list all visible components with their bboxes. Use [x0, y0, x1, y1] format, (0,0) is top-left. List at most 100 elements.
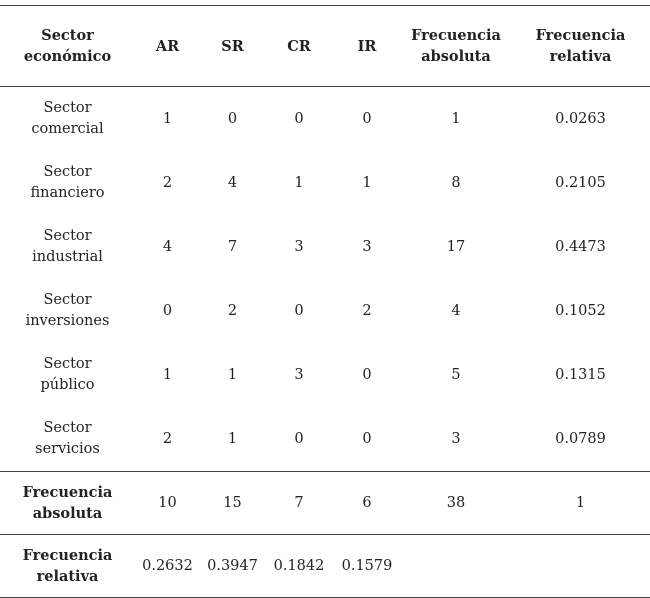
- cell-text: SR: [221, 37, 244, 55]
- cell-text: AR: [155, 37, 180, 55]
- row-label: Sector inversiones: [0, 279, 135, 343]
- header-row: Sector económico AR SR CR IR Frecuencia absol…: [0, 5, 650, 87]
- table-cell: 1: [135, 87, 200, 152]
- data-table: Sector económico AR SR CR IR Frecuencia absol…: [0, 5, 650, 598]
- row-label: Frecuencia relativa: [0, 535, 135, 598]
- table-cell: 3: [401, 407, 511, 472]
- cell-text: 4: [162, 238, 173, 255]
- table-header: Sector económico AR SR CR IR Frecuencia absol…: [0, 5, 650, 87]
- cell-text: 1: [162, 366, 173, 383]
- cell-text: 1: [227, 366, 238, 383]
- table-cell: 17: [401, 215, 511, 279]
- footer-row: Frecuencia relativa 0.2632 0.3947 0.1842 0.1…: [0, 534, 650, 598]
- cell-text: 0.1842: [273, 557, 325, 574]
- header-cell: Sector económico: [0, 6, 135, 87]
- cell-text: 0: [294, 110, 304, 127]
- table-cell: 0.4473: [511, 215, 650, 279]
- cell-text: Sector inversiones: [25, 292, 110, 329]
- table-row: Sector servicios 2 1 0 0 3 0.0789: [0, 407, 650, 472]
- table-cell: 0.3947: [200, 535, 265, 598]
- table-row: Sector financiero 2 4 1 1 8 0.2105: [0, 151, 650, 215]
- cell-text: 0: [294, 430, 304, 447]
- cell-text: 1: [294, 174, 304, 191]
- table-cell: 8: [401, 151, 511, 215]
- table-cell: 0: [265, 279, 333, 343]
- table-cell: 7: [265, 472, 333, 535]
- cell-text: 15: [223, 494, 242, 511]
- cell-text: 0.2632: [142, 557, 193, 574]
- table-body: Sector comercial 1 0 0 0 1 0.0263 Sector financ…: [0, 87, 650, 472]
- table-cell: 6: [333, 472, 401, 535]
- row-label: Sector público: [0, 343, 135, 407]
- table-cell: 1: [265, 151, 333, 215]
- table-cell: 2: [135, 151, 200, 215]
- table-cell: 1: [200, 407, 265, 472]
- table-cell: 1: [200, 343, 265, 407]
- cell-text: 0.1052: [555, 302, 606, 319]
- table-cell: 0.1315: [511, 343, 650, 407]
- footer-row: Frecuencia absoluta 10 15 7 6 38 1: [0, 471, 650, 535]
- table-cell: 1: [401, 87, 511, 152]
- cell-text: 2: [162, 430, 173, 447]
- table-cell: 0.2632: [135, 535, 200, 598]
- header-cell: IR: [333, 6, 401, 87]
- header-cell: Frecuencia absoluta: [401, 6, 511, 87]
- cell-text: 10: [158, 494, 177, 511]
- cell-text: 1: [575, 494, 586, 511]
- cell-text: Sector servicios: [35, 420, 100, 457]
- table-cell: [401, 535, 511, 598]
- table-cell: 0.1579: [333, 535, 401, 598]
- table-cell: 0: [265, 407, 333, 472]
- cell-text: Sector financiero: [30, 164, 105, 201]
- cell-text: 0: [162, 302, 173, 319]
- table-row: Sector público 1 1 3 0 5 0.1315: [0, 343, 650, 407]
- cell-text: 2: [162, 174, 173, 191]
- table-footer: Frecuencia absoluta 10 15 7 6 38 1 Frecuencia r…: [0, 471, 650, 598]
- cell-text: 17: [446, 238, 466, 255]
- header-cell: AR: [135, 6, 200, 87]
- cell-text: 7: [294, 494, 304, 511]
- table-cell: 1: [135, 343, 200, 407]
- header-cell: SR: [200, 6, 265, 87]
- table-cell: 2: [333, 279, 401, 343]
- table-cell: 2: [200, 279, 265, 343]
- cell-text: 2: [362, 302, 372, 319]
- cell-text: 4: [451, 302, 461, 319]
- cell-text: 3: [294, 366, 304, 383]
- table-row: Sector comercial 1 0 0 0 1 0.0263: [0, 87, 650, 152]
- table-cell: 7: [200, 215, 265, 279]
- cell-text: 0.3947: [207, 557, 258, 574]
- table-cell: 2: [135, 407, 200, 472]
- cell-text: 38: [446, 494, 466, 511]
- table-cell: 4: [401, 279, 511, 343]
- table-cell: 1: [511, 472, 650, 535]
- cell-text: 0: [362, 110, 372, 127]
- cell-text: Frecuencia absoluta: [22, 483, 113, 522]
- table-cell: 10: [135, 472, 200, 535]
- cell-text: 0: [362, 430, 372, 447]
- row-label: Frecuencia absoluta: [0, 472, 135, 535]
- table-cell: 0.0789: [511, 407, 650, 472]
- table-cell: 1: [333, 151, 401, 215]
- cell-text: CR: [287, 37, 311, 55]
- table-cell: 3: [333, 215, 401, 279]
- cell-text: 1: [227, 430, 238, 447]
- row-label: Sector servicios: [0, 407, 135, 472]
- cell-text: 1: [362, 174, 372, 191]
- table-cell: 0.2105: [511, 151, 650, 215]
- table-row: Sector inversiones 0 2 0 2 4 0.1052: [0, 279, 650, 343]
- cell-text: 0.1315: [555, 366, 606, 383]
- cell-text: 0: [294, 302, 304, 319]
- cell-text: 8: [451, 174, 461, 191]
- cell-text: 3: [294, 238, 304, 255]
- table-cell: 0: [333, 87, 401, 152]
- cell-text: Sector público: [40, 356, 95, 393]
- table-cell: 0: [333, 343, 401, 407]
- cell-text: Frecuencia relativa: [535, 27, 626, 65]
- table-cell: 5: [401, 343, 511, 407]
- header-cell: CR: [265, 6, 333, 87]
- row-label: Sector industrial: [0, 215, 135, 279]
- table-cell: 0.0263: [511, 87, 650, 152]
- header-cell: Frecuencia relativa: [511, 6, 650, 87]
- table-cell: 4: [135, 215, 200, 279]
